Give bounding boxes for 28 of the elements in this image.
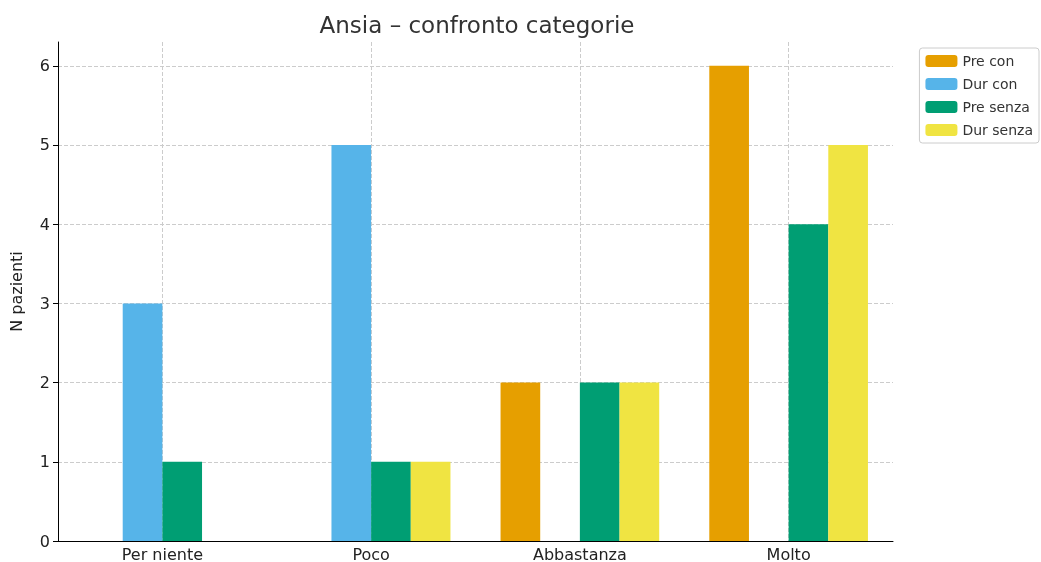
bar [331, 144, 372, 541]
bar [828, 144, 868, 541]
bar [162, 461, 203, 541]
y-tick-label: 6 [39, 56, 50, 76]
y-tick-label: 0 [39, 531, 50, 551]
bar [371, 461, 411, 541]
legend-label: Dur con [962, 76, 1018, 92]
bar [788, 224, 829, 541]
bar [709, 65, 749, 541]
legend-label: Dur senza [962, 122, 1034, 138]
y-axis-title: N pazienti [6, 251, 26, 332]
y-tick-label: 2 [39, 373, 50, 393]
y-tick-label: 1 [39, 452, 50, 472]
bar [410, 461, 451, 541]
y-tick-label: 5 [39, 135, 50, 155]
x-tick-label: Molto [766, 544, 811, 562]
legend-label: Pre con [962, 53, 1015, 69]
bar [579, 382, 620, 541]
y-tick-label: 3 [39, 293, 50, 313]
bar [500, 382, 541, 541]
bar [619, 382, 660, 541]
y-tick-label: 4 [39, 214, 50, 234]
chart-title: Ansia – confronto categorie [319, 11, 635, 38]
x-tick-label: Per niente [121, 544, 204, 562]
x-tick-label: Abbastanza [532, 544, 627, 562]
bar [122, 303, 163, 541]
x-tick-label: Poco [352, 544, 390, 562]
legend-label: Pre senza [962, 99, 1030, 115]
